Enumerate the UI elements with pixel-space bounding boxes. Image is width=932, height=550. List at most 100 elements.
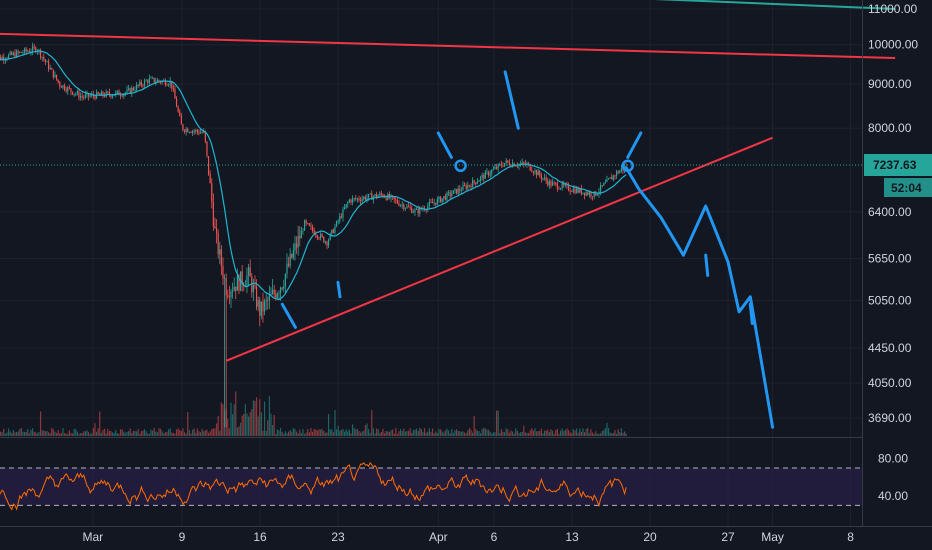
candle-body — [558, 188, 560, 190]
volume-bar — [211, 428, 213, 436]
volume-bar — [419, 428, 421, 436]
volume-bar — [503, 432, 506, 436]
volume-bar — [124, 433, 126, 436]
candle-body — [523, 162, 525, 164]
candle-body — [278, 293, 280, 294]
candle-body — [567, 184, 570, 191]
volume-bar — [511, 431, 514, 436]
volume-bar — [382, 428, 384, 436]
volume-bar — [147, 433, 149, 436]
candle-body — [231, 290, 234, 292]
candle-body — [396, 200, 398, 204]
volume-bar — [244, 404, 246, 436]
volume-bar — [609, 432, 611, 436]
volume-bar — [126, 431, 128, 436]
volume-bar — [326, 432, 328, 436]
volume-bar — [183, 432, 186, 436]
volume-bar — [204, 430, 206, 436]
volume-bar — [67, 433, 69, 436]
volume-bar — [51, 427, 53, 436]
candle-body — [127, 88, 130, 90]
time-axis[interactable]: Mar 9 16 23 Apr 6 13 20 27 May 8 — [83, 530, 855, 544]
candle-body — [11, 52, 13, 55]
candle-body — [38, 49, 40, 51]
volume-bar — [195, 432, 197, 436]
candle-body — [430, 202, 432, 203]
candle-body — [510, 165, 512, 167]
volume-bar — [447, 430, 450, 436]
volume-bar — [521, 431, 523, 436]
volume-bar — [92, 428, 94, 436]
volume-bar — [132, 430, 134, 436]
volume-bar — [526, 432, 528, 436]
volume-bar — [156, 432, 158, 436]
volume-bar — [54, 431, 56, 436]
candle-body — [198, 131, 200, 134]
volume-bar — [135, 431, 138, 436]
price-tick-label: 11000.00 — [868, 2, 917, 16]
volume-bar — [174, 433, 176, 436]
candle-body — [596, 194, 598, 196]
volume-bar — [439, 429, 442, 436]
candle-body — [427, 205, 429, 210]
drawn-stroke — [280, 302, 297, 329]
volume-bar — [523, 425, 525, 436]
volume-bar — [259, 399, 261, 436]
volume-bar — [222, 404, 224, 436]
candle-body — [227, 295, 229, 297]
volume-bar — [308, 432, 310, 436]
candle-body — [158, 80, 160, 82]
volume-bar — [575, 428, 578, 436]
volume-bar — [289, 429, 291, 436]
volume-bar — [596, 433, 598, 436]
volume-bar — [337, 425, 339, 436]
candle-body — [329, 233, 331, 240]
candle-body — [148, 78, 150, 83]
candle-body — [382, 194, 384, 197]
volume-bar — [68, 430, 70, 436]
volume-bar — [86, 430, 88, 436]
candle-body — [435, 202, 437, 205]
volume-bar — [239, 422, 242, 436]
volume-bar — [347, 431, 349, 436]
rsi-pane[interactable]: 80.00 40.00 — [0, 452, 908, 511]
candle-body — [238, 275, 240, 291]
volume-bar — [430, 432, 432, 436]
volume-bar — [607, 428, 610, 436]
price-tick-label: 9000.00 — [868, 77, 912, 91]
candle-body — [68, 87, 70, 89]
candle-body — [276, 293, 278, 298]
volume-bar — [593, 433, 595, 436]
volume-bar — [6, 432, 8, 436]
candle-body — [569, 190, 571, 192]
candle-body — [12, 52, 14, 55]
volume-bar — [603, 430, 605, 436]
candle-body — [604, 182, 606, 184]
trendlines[interactable] — [0, 0, 896, 362]
volume-bar — [193, 428, 195, 436]
volume-bar — [97, 428, 99, 436]
volume-bar — [145, 431, 147, 436]
candle-body — [593, 191, 595, 198]
candle-body — [185, 128, 187, 132]
candle-body — [419, 207, 421, 214]
volume-bar — [567, 430, 570, 436]
candle-body — [619, 170, 621, 174]
candle-body — [295, 243, 298, 248]
candle-body — [345, 204, 347, 208]
price-axis[interactable]: 11000.00 10000.00 9000.00 8000.00 6400.00 565… — [868, 2, 918, 425]
volume-bar — [335, 429, 338, 436]
volume-bar — [412, 430, 414, 436]
volume-bar — [3, 428, 5, 436]
volume-bar — [267, 420, 269, 436]
candle-body — [587, 192, 589, 195]
candle-body — [607, 178, 610, 180]
volume-bar — [438, 429, 440, 436]
candle-body — [129, 88, 131, 94]
candle-body — [289, 254, 291, 266]
volume-bar — [260, 412, 262, 436]
candle-body — [532, 171, 534, 173]
drawn-stroke — [748, 302, 754, 325]
